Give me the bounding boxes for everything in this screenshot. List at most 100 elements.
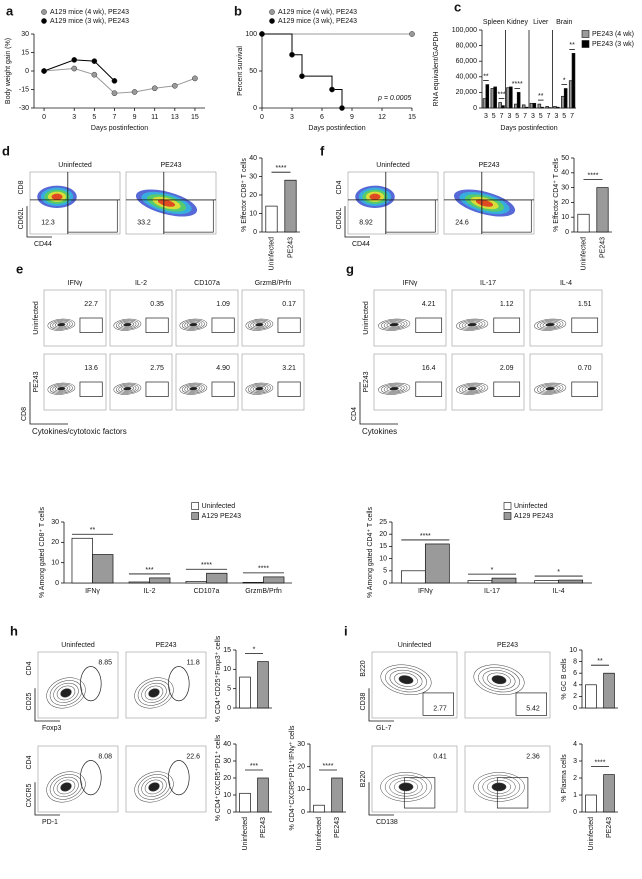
density-contour (467, 322, 477, 327)
y-tick-label: 4 (573, 741, 577, 748)
density-contour (536, 319, 564, 330)
x-tick-label: Uninfected (580, 237, 587, 271)
significance: ** (483, 73, 489, 80)
density-contour (49, 680, 83, 706)
y-tick-label: 6 (573, 670, 577, 677)
legend-swatch (503, 512, 512, 520)
legend-label: Uninfected (514, 503, 548, 510)
y-tick-label: 10 (51, 560, 59, 567)
bar (571, 53, 576, 109)
significance: *** (250, 763, 258, 770)
y-axis-label: B220 (360, 771, 367, 787)
gate-value: 1.12 (500, 301, 514, 308)
significance: * (491, 567, 494, 574)
significance: * (557, 569, 560, 576)
density-contour (383, 384, 405, 393)
y-tick-label: 0 (383, 580, 387, 587)
density-contour (144, 779, 164, 795)
density-contour (245, 382, 274, 395)
bar (313, 804, 325, 813)
axis-arrow (368, 782, 394, 816)
density-contour (186, 385, 200, 392)
density-contour (475, 199, 494, 207)
density-contour (487, 779, 511, 794)
y-tick-label: 2 (573, 775, 577, 782)
bar (149, 577, 171, 584)
data-point (192, 75, 198, 82)
y-tick-label: 20 (379, 531, 387, 538)
bar (242, 582, 264, 584)
gate-value: 8.08 (98, 753, 112, 760)
y-tick-label: 20 (297, 764, 305, 771)
column-header: PE243 (160, 162, 181, 169)
y-axis-label: % CD4⁺CXCR5⁺PD1⁺IFNγ⁺ cells (289, 725, 296, 831)
y-tick-label: 20,000 (456, 89, 478, 96)
x-tick-label: 5 (539, 113, 543, 120)
bar (558, 579, 584, 584)
bar (545, 106, 549, 109)
row-label: PE243 (363, 371, 370, 392)
data-point (339, 105, 345, 111)
x-axis-label: CD44 (34, 241, 52, 248)
data-point (111, 90, 118, 97)
y-tick-label: 10 (297, 786, 305, 793)
bar (537, 103, 542, 109)
density-contour (380, 772, 432, 802)
y-tick-label: 10 (249, 210, 257, 217)
x-tick-label: PE243 (599, 237, 606, 258)
panel-letter: e (16, 261, 23, 276)
density-contour (458, 383, 486, 394)
significance: **** (588, 172, 599, 179)
x-tick-label: PE243 (606, 817, 613, 838)
bar (71, 537, 93, 584)
density-contour (380, 383, 408, 394)
density-contour (115, 383, 139, 394)
gate-value: 0.17 (282, 301, 296, 308)
y-tick-label: 0 (301, 809, 305, 816)
y-tick-label: 15 (21, 49, 29, 56)
density-contour (458, 319, 486, 330)
y-axis-label: CD62L (336, 208, 343, 230)
x-axis-label: Foxp3 (42, 725, 62, 732)
density-contour (545, 386, 555, 391)
density-contour (398, 782, 414, 792)
significance: ** (569, 42, 575, 49)
gate-value: 0.41 (433, 753, 447, 760)
density-contour (491, 675, 507, 685)
density-contour (477, 774, 521, 800)
axis-arrow (34, 782, 60, 816)
gate (168, 666, 190, 702)
bar (467, 580, 493, 584)
bar (596, 187, 609, 233)
x-axis-label: PD-1 (42, 819, 58, 826)
y-tick-label: 0 (573, 705, 577, 712)
y-axis-label: % Among gated CD8⁺ T cells (39, 507, 46, 598)
density-contour (389, 669, 423, 690)
density-contour (184, 320, 203, 329)
density-contour (118, 384, 137, 393)
bar (239, 676, 251, 709)
density-contour (134, 677, 174, 709)
density-contour (536, 383, 564, 394)
gate-value: 4.21 (422, 301, 436, 308)
gate-value: 2.77 (433, 706, 447, 713)
gate-value: 11.8 (187, 659, 200, 666)
y-tick-label: 8 (573, 658, 577, 665)
column-header: IFNγ (68, 280, 83, 287)
bar (516, 92, 521, 109)
legend-swatch (581, 40, 590, 48)
gate (211, 317, 235, 333)
density-contour (157, 199, 176, 207)
plot-frame (464, 651, 551, 719)
gate (163, 199, 214, 233)
gate-value: 1.09 (216, 301, 230, 308)
density-contour (57, 386, 66, 391)
x-tick-label: 0 (260, 114, 264, 121)
density-contour (49, 383, 73, 394)
axis-arrow (26, 206, 52, 238)
plot-frame (125, 745, 207, 813)
bar (603, 774, 615, 813)
column-header: PE243 (478, 162, 499, 169)
gate-value: 0.70 (578, 365, 592, 372)
gate-value: 8.85 (98, 659, 112, 666)
